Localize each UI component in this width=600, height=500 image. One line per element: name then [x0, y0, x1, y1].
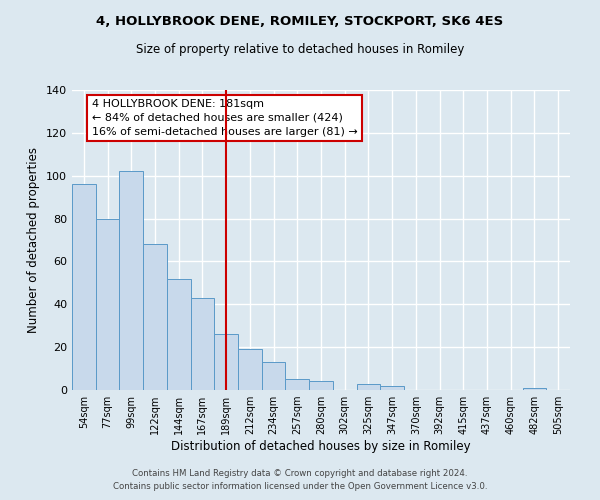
Bar: [356, 384, 380, 390]
Bar: [167, 278, 191, 390]
Text: Size of property relative to detached houses in Romiley: Size of property relative to detached ho…: [136, 42, 464, 56]
Bar: [286, 380, 309, 390]
Bar: [309, 382, 333, 390]
Bar: [214, 334, 238, 390]
Y-axis label: Number of detached properties: Number of detached properties: [28, 147, 40, 333]
Bar: [238, 350, 262, 390]
Bar: [96, 218, 119, 390]
Bar: [143, 244, 167, 390]
X-axis label: Distribution of detached houses by size in Romiley: Distribution of detached houses by size …: [171, 440, 471, 453]
Bar: [72, 184, 96, 390]
Bar: [119, 172, 143, 390]
Bar: [380, 386, 404, 390]
Bar: [191, 298, 214, 390]
Text: 4 HOLLYBROOK DENE: 181sqm
← 84% of detached houses are smaller (424)
16% of semi: 4 HOLLYBROOK DENE: 181sqm ← 84% of detac…: [92, 99, 358, 137]
Text: 4, HOLLYBROOK DENE, ROMILEY, STOCKPORT, SK6 4ES: 4, HOLLYBROOK DENE, ROMILEY, STOCKPORT, …: [97, 15, 503, 28]
Bar: [262, 362, 286, 390]
Bar: [523, 388, 546, 390]
Text: Contains public sector information licensed under the Open Government Licence v3: Contains public sector information licen…: [113, 482, 487, 491]
Text: Contains HM Land Registry data © Crown copyright and database right 2024.: Contains HM Land Registry data © Crown c…: [132, 468, 468, 477]
